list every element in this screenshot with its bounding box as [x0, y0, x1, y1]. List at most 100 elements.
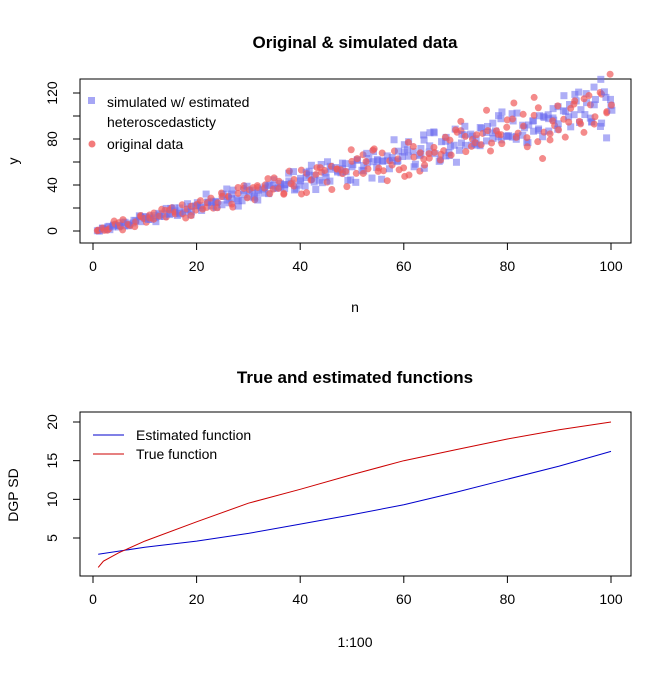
- simulated-point: [409, 148, 417, 156]
- legend-label-true: True function: [136, 446, 217, 462]
- original-point: [473, 131, 481, 139]
- simulated-point: [388, 154, 396, 162]
- simulated-point: [534, 126, 542, 134]
- simulated-point: [238, 197, 246, 205]
- line-x-label: 1:100: [337, 634, 372, 650]
- original-point: [510, 99, 518, 107]
- y-tick-label: 120: [44, 81, 60, 105]
- simulated-point: [535, 112, 543, 120]
- simulated-point: [603, 134, 611, 142]
- simulated-point: [234, 197, 242, 205]
- legend-label-simulated-line1: simulated w/ estimated: [107, 94, 249, 110]
- simulated-point: [592, 95, 600, 103]
- simulated-point: [176, 204, 184, 212]
- simulated-point: [600, 88, 608, 96]
- simulated-point: [394, 147, 402, 155]
- original-point: [421, 161, 429, 169]
- legend-marker-original: [88, 140, 96, 148]
- simulated-point: [360, 162, 368, 170]
- simulated-point: [347, 176, 355, 184]
- simulated-point: [575, 88, 583, 96]
- simulated-point: [312, 186, 320, 194]
- simulated-point: [457, 139, 465, 147]
- simulated-point: [137, 218, 145, 226]
- original-point: [380, 167, 388, 175]
- simulated-point: [228, 195, 236, 203]
- original-point: [374, 167, 382, 175]
- simulated-point: [295, 181, 303, 189]
- simulated-point: [461, 122, 469, 130]
- legend-label-estimated: Estimated function: [136, 427, 251, 443]
- simulated-point: [567, 123, 575, 131]
- line-x-axis: 0 20 40 60 80 100: [89, 575, 623, 607]
- original-point: [571, 97, 579, 105]
- simulated-point: [289, 168, 297, 176]
- estimated-function-line: [98, 450, 612, 555]
- simulated-point: [513, 109, 521, 117]
- original-point: [607, 101, 615, 109]
- simulated-point: [378, 175, 386, 183]
- simulated-point: [305, 167, 313, 175]
- original-point: [280, 190, 288, 198]
- simulated-point: [315, 176, 323, 184]
- simulated-point: [322, 173, 330, 181]
- original-point: [590, 120, 598, 128]
- simulated-point: [581, 111, 589, 119]
- simulated-point: [281, 185, 289, 193]
- original-point: [275, 184, 283, 192]
- simulated-point: [390, 136, 398, 144]
- simulated-point: [571, 90, 579, 98]
- simulated-point: [326, 177, 334, 185]
- original-point: [575, 117, 583, 125]
- simulated-point: [368, 174, 376, 182]
- y-tick-label: 10: [44, 491, 60, 507]
- simulated-point: [404, 152, 412, 160]
- simulated-point: [498, 108, 506, 116]
- simulated-point: [426, 129, 434, 137]
- original-point: [497, 131, 505, 139]
- original-point: [508, 115, 516, 123]
- simulated-point: [497, 115, 505, 123]
- original-point: [565, 118, 573, 126]
- original-point: [342, 167, 350, 175]
- y-tick-label: 80: [44, 131, 60, 147]
- original-point: [321, 166, 329, 174]
- simulated-point: [540, 114, 548, 122]
- simulated-point: [508, 110, 516, 118]
- y-tick-label: 0: [44, 227, 60, 235]
- original-point: [555, 126, 563, 134]
- simulated-point: [398, 153, 406, 161]
- simulated-point: [410, 163, 418, 171]
- simulated-point: [202, 190, 210, 198]
- simulated-point: [234, 202, 242, 210]
- simulated-point: [586, 114, 594, 122]
- original-point: [487, 147, 495, 155]
- simulated-point: [170, 204, 178, 212]
- simulated-point: [254, 196, 262, 204]
- original-point: [347, 146, 355, 154]
- simulated-point: [489, 134, 497, 142]
- simulated-point: [352, 178, 360, 186]
- original-point: [400, 164, 408, 172]
- simulated-point: [281, 181, 289, 189]
- original-point: [530, 111, 538, 119]
- original-point: [196, 197, 204, 205]
- simulated-point: [602, 93, 610, 101]
- simulated-point: [597, 75, 605, 83]
- original-point: [498, 140, 506, 148]
- simulated-point: [310, 178, 318, 186]
- simulated-point: [383, 152, 391, 160]
- original-point: [270, 174, 278, 182]
- simulated-point: [243, 182, 251, 190]
- x-tick-label: 100: [599, 258, 623, 274]
- original-point: [488, 139, 496, 147]
- simulated-point: [530, 127, 538, 135]
- original-point: [362, 157, 370, 165]
- line-legend: Estimated function True function: [93, 427, 251, 462]
- simulated-point: [400, 141, 408, 149]
- original-point: [503, 123, 511, 131]
- original-point: [150, 215, 158, 223]
- simulated-point: [590, 101, 598, 109]
- original-point: [523, 134, 531, 142]
- simulated-point: [297, 177, 305, 185]
